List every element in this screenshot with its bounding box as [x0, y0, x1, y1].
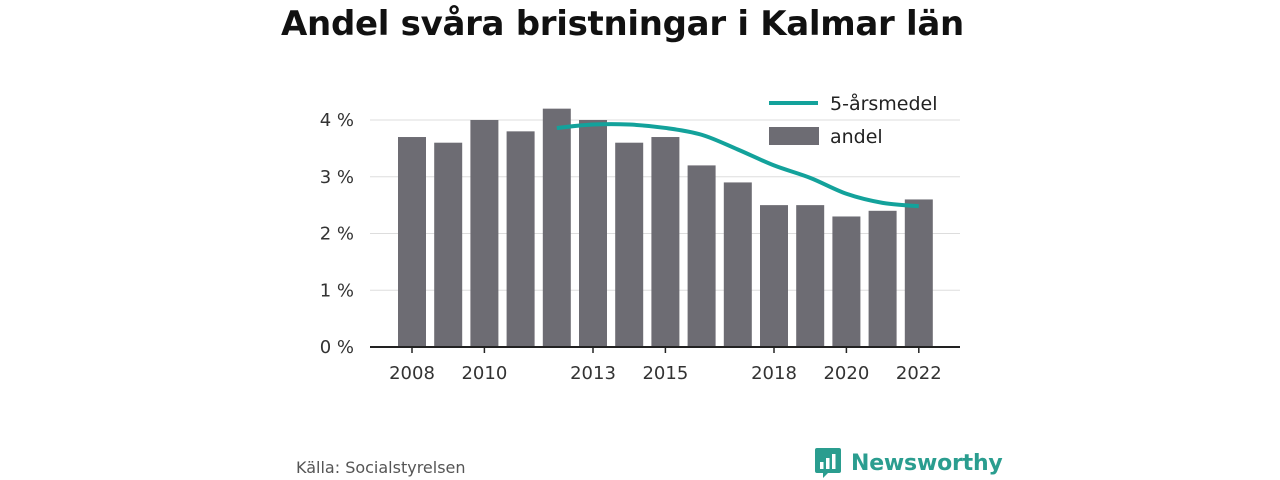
x-tick-label: 2008: [389, 363, 435, 384]
five-year-average-line: [556, 122, 919, 209]
x-tick-label: 2013: [570, 363, 616, 384]
x-tick-label: 2015: [642, 363, 688, 384]
bar: [832, 216, 861, 347]
y-tick-label: 1 %: [320, 280, 354, 301]
y-tick-label: 3 %: [320, 167, 354, 188]
bar: [904, 199, 933, 347]
bar: [796, 205, 825, 347]
bar: [760, 205, 788, 347]
x-tick-label: 2020: [823, 363, 869, 384]
brand-logo: Newsworthy: [814, 447, 1003, 479]
bar: [579, 120, 607, 347]
brand-name: Newsworthy: [851, 450, 1003, 476]
legend-label-line: 5-årsmedel: [830, 92, 938, 115]
bar: [687, 165, 716, 347]
bar: [398, 137, 426, 347]
bar: [615, 142, 644, 347]
x-tick-label: 2018: [751, 363, 797, 384]
bar-chart-bubble-icon: [815, 448, 841, 478]
legend-label-bar: andel: [830, 126, 883, 148]
bar: [868, 210, 897, 347]
source-note: Källa: Socialstyrelsen: [296, 458, 466, 477]
chart-title: Andel svåra bristningar i Kalmar län: [281, 4, 964, 44]
x-axis-ticks: 2008 2010 2013 2015 2018 2020 2022: [389, 347, 942, 384]
x-tick-label: 2010: [461, 363, 507, 384]
bar: [723, 182, 752, 347]
y-tick-label: 2 %: [320, 224, 354, 245]
x-tick-label: 2022: [896, 363, 942, 384]
y-axis-ticks: 0 % 1 % 2 % 3 % 4 %: [320, 110, 354, 358]
legend-bar-swatch: [769, 127, 819, 145]
y-tick-label: 0 %: [320, 337, 354, 358]
bars: [398, 108, 933, 348]
y-tick-label: 4 %: [320, 110, 354, 131]
bar: [434, 142, 463, 347]
bar: [651, 137, 680, 347]
legend: 5-årsmedel andel: [769, 92, 938, 148]
line-series: [556, 122, 919, 209]
bar: [506, 131, 535, 347]
bar: [470, 120, 499, 347]
bar: [542, 108, 571, 348]
